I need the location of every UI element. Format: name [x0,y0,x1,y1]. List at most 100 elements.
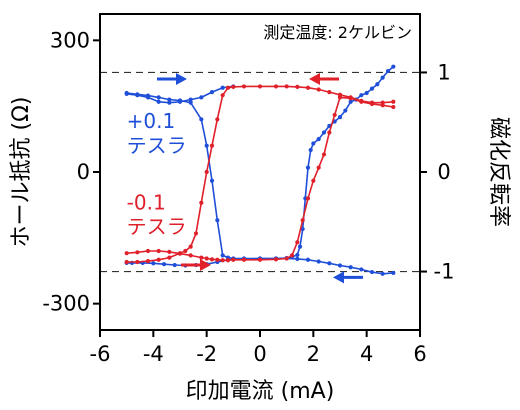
data-point [156,95,161,100]
data-point [167,97,172,102]
data-point [220,258,225,263]
data-point [337,263,343,268]
data-point [369,269,375,275]
data-point [231,257,236,262]
direction-arrows [157,72,363,284]
data-point [385,68,391,74]
tick-marks [93,39,427,337]
data-point [209,178,215,183]
data-point [273,84,279,89]
data-point [327,90,332,95]
data-point [145,95,151,100]
data-point [364,90,369,96]
data-point [305,196,311,201]
data-point [231,84,236,89]
data-point [337,95,343,100]
y-axis-title-right: 磁化反転率 [486,117,511,227]
data-point [193,231,199,236]
data-point [167,255,172,260]
data-point [183,248,188,254]
data-point [343,108,348,113]
data-point [145,258,151,264]
data-point [348,99,353,104]
x-tick-label: 6 [413,342,426,366]
data-point [305,165,311,170]
data-point [316,259,321,264]
data-point [257,257,263,262]
x-tick-label: -2 [196,342,217,366]
series-negative-field [124,84,396,265]
data-point [145,248,151,254]
data-point [380,103,385,108]
data-point [124,259,129,265]
data-point [215,117,220,122]
y-tick-label-right: 0 [437,160,450,184]
plot-frame [99,13,421,331]
data-point [199,255,204,260]
data-point [204,169,209,175]
data-point [188,253,193,258]
arrow-right-icon [157,72,187,85]
data-point [199,95,204,100]
data-point [369,101,375,107]
data-point [161,262,167,267]
x-tick-label: 0 [253,342,266,366]
data-point [124,91,129,96]
data-point [348,96,353,101]
data-point [172,262,177,268]
data-point [220,85,225,90]
data-point [151,261,156,266]
data-point [391,99,396,104]
data-point [300,218,305,223]
data-point [305,85,311,90]
data-point [327,130,332,135]
series-positive-field [124,64,396,276]
data-point [375,82,380,87]
measurement-temperature-annotation: 測定温度: 2ケルビン [263,23,412,42]
data-point [321,130,327,135]
arrow-right-icon [181,259,211,272]
data-point [316,136,321,142]
data-point [316,87,321,92]
series-label-positive-field-unit: テスラ [127,133,187,157]
data-point [156,248,161,254]
data-point [305,257,311,262]
data-point [391,64,396,69]
data-point [177,251,183,256]
y-tick-label-right: 1 [437,60,450,84]
data-point [241,257,247,262]
data-point [188,97,193,102]
data-point [220,93,225,98]
data-point [316,165,321,170]
series-label-positive-field-value: +0.1 [127,109,176,133]
data-point [295,252,300,258]
y-axis-title-left: ホール抵抗 (Ω) [9,97,34,248]
data-point [135,93,140,98]
x-tick-label: 2 [307,342,320,366]
data-point [359,267,364,272]
data-point [297,244,303,249]
data-point [308,147,313,153]
data-point [321,152,327,157]
tick-labels: -6 -4 -2 0 2 4 6 -300 0 300 -1 0 1 [42,28,454,366]
data-point [188,100,193,105]
x-tick-label: -4 [143,342,164,366]
data-point [295,256,300,261]
data-point [380,271,385,276]
data-point [135,250,140,255]
y-tick-label-left: 0 [77,160,90,184]
data-point [209,143,215,148]
data-point [124,251,129,256]
series-line [126,97,341,262]
data-point [391,270,396,276]
data-point [284,84,289,89]
data-point [220,253,225,258]
data-point [177,99,183,104]
data-point [257,84,263,89]
data-point [209,90,215,95]
data-point [215,218,220,223]
series-label-negative-field-value: -0.1 [127,190,166,214]
data-point [391,104,396,110]
arrow-left-icon [309,72,339,85]
